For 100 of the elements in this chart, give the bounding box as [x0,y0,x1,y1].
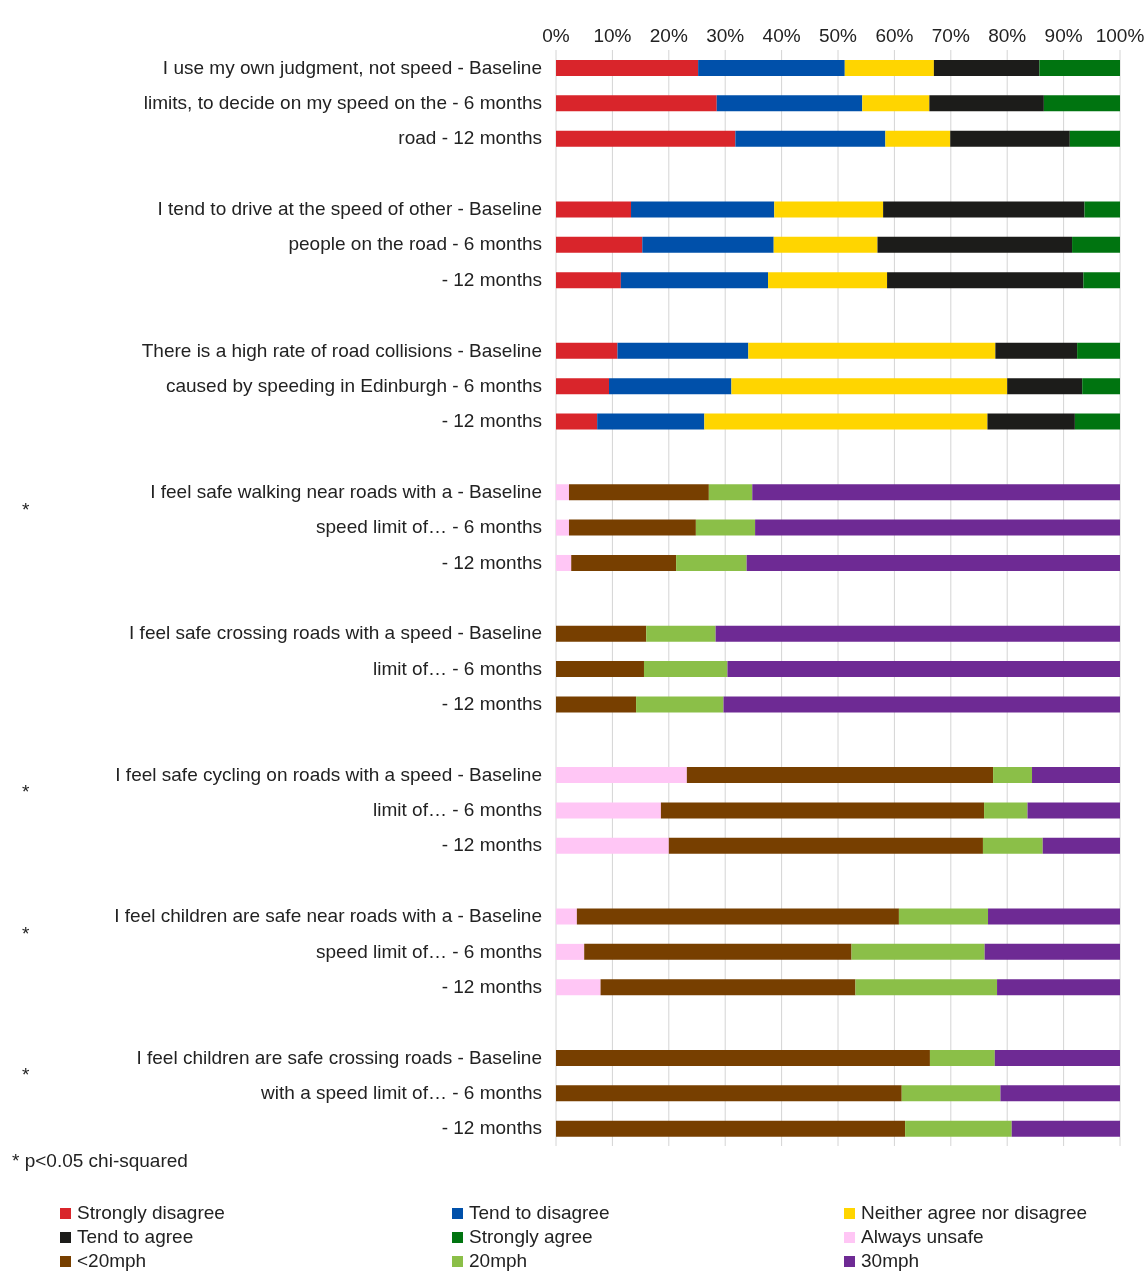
text: * [22,1064,30,1086]
y-tick-label: speed limit of… - 6 months [316,516,542,538]
legend-label: Neither agree nor disagree [861,1202,1088,1224]
bar [731,378,1008,395]
bar [984,802,1028,819]
bar [556,661,644,678]
bar [556,979,601,996]
y-tick-label: I feel safe cycling on roads with a speed - Baseline [115,763,542,785]
y-tick-label: with a speed limit of… - 6 months [260,1081,542,1103]
x-tick-label: 40% [762,25,801,46]
bar [556,130,736,147]
bar [576,908,899,925]
bar [993,767,1033,784]
y-tick-label: speed limit of… - 6 months [316,940,542,962]
bar [556,413,598,430]
bar [597,413,705,430]
legend-label: Always unsafe [861,1226,984,1248]
y-tick-label: road - 12 months [398,127,542,149]
bar [698,60,845,76]
x-tick-label: 20% [649,25,688,46]
bar [883,201,1085,218]
bar [905,1120,1012,1137]
bar [676,554,747,571]
bar [844,60,934,76]
bar [997,979,1120,996]
x-tick-label: 60% [875,25,914,46]
bar [1082,378,1120,395]
legend-label: 30mph [861,1250,920,1272]
y-tick-label: people on the road - 6 months [288,233,542,255]
bar [660,802,985,819]
bar [984,943,1120,960]
bar [768,272,888,289]
legend-label: Tend to agree [77,1226,194,1248]
legend-label: Strongly agree [469,1226,593,1248]
y-tick-label: - 12 months [441,834,542,856]
y-tick-label: limit of… - 6 months [373,799,542,821]
legend-label: Tend to disagree [469,1202,610,1224]
bar [1043,95,1120,112]
bar [746,554,1120,571]
y-tick-label: - 12 months [441,693,542,715]
y-tick-label: caused by speeding in Edinburgh - 6 months [165,374,542,396]
bar [755,519,1120,536]
bar [631,201,775,218]
bar [556,943,585,960]
bar [642,236,774,253]
y-tick-label: I feel safe walking near roads with a - Baseline [150,480,542,502]
y-tick-label: I use my own judgment, not speed - Baseline [162,56,542,78]
bar [727,661,1120,678]
y-tick-label: I feel children are safe crossing roads - Baseline [136,1046,542,1068]
bar [668,837,983,854]
bar [568,519,696,536]
bar [1007,378,1083,395]
legend-label: 20mph [469,1250,528,1272]
bar [1069,130,1120,147]
x-tick-label: 100% [1095,25,1145,46]
legend-label: Strongly disagree [77,1202,225,1224]
x-tick-label: 80% [988,25,1027,46]
bar [636,696,724,713]
legend-label: <20mph [77,1250,147,1272]
bar [1074,413,1120,430]
bar [556,1085,902,1102]
bar [723,696,1120,713]
text: * p<0.05 chi-squared [12,1150,189,1172]
y-tick-label: There is a high rate of road collisions - Baseline [141,339,542,361]
bar [556,1049,930,1066]
bar [556,837,669,854]
bar [556,802,661,819]
bar [887,272,1084,289]
bar [877,236,1073,253]
bar [1000,1085,1120,1102]
y-tick-label: - 12 months [441,268,542,290]
bar [752,484,1120,501]
bar [556,767,687,784]
bar [1077,342,1120,359]
bar [1039,60,1120,76]
bar [708,484,753,501]
y-tick-label: limits, to decide on my speed on the - 6 months [143,92,542,114]
bar [556,1120,906,1137]
bar [568,484,709,501]
bar [929,1049,995,1066]
bar [584,943,852,960]
bar [571,554,677,571]
bar [1042,837,1120,854]
bar [556,272,621,289]
y-tick-label: limit of… - 6 months [373,657,542,679]
bar [748,342,996,359]
text: * [22,498,30,520]
bar [704,413,988,430]
bar [556,95,717,112]
bar [898,908,989,925]
bar [735,130,886,147]
bar [773,236,878,253]
y-tick-label: I feel children are safe near roads with a - Baseline [114,905,542,927]
bar [556,696,637,713]
bar [982,837,1043,854]
y-tick-label: - 12 months [441,975,542,997]
bar [643,661,728,678]
y-tick-label: I feel safe crossing roads with a speed - Baseline [129,622,542,644]
bar [855,979,998,996]
bar [901,1085,1001,1102]
